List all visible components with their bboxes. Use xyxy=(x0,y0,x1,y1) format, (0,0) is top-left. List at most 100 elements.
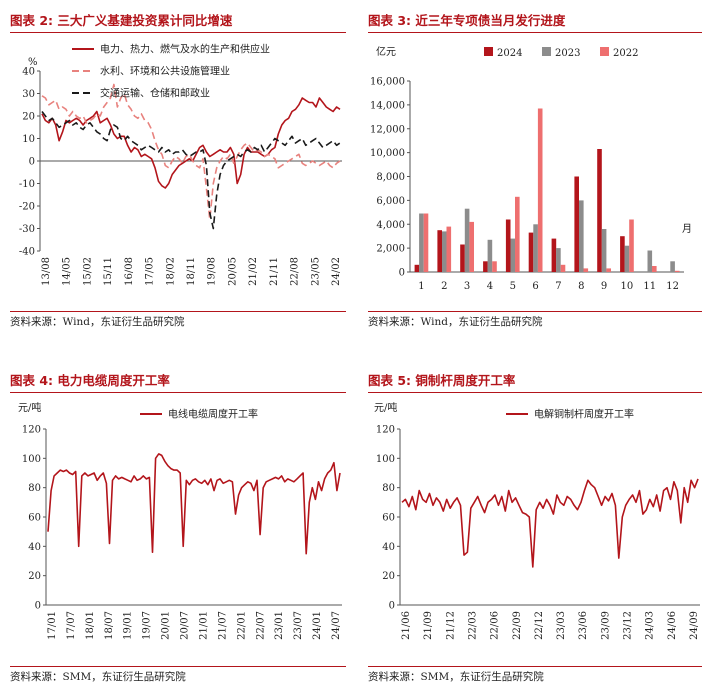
source-note: 资料来源：Wind，东证衍生品研究院 xyxy=(368,316,543,328)
panel-cable-operating-rate: 图表 4: 电力电缆周度开工率 120 100 80 60 40 20 0 17/01 17/0… xyxy=(0,358,354,688)
legend-swatch xyxy=(600,47,609,56)
x-tick-label: 14/05 xyxy=(62,257,73,286)
chart-cable-operating-rate: 120 100 80 60 40 20 0 17/01 17/07 18/01 18/07 19/01… xyxy=(18,401,342,640)
panel-title: 图表 4: 电力电缆周度开工率 xyxy=(10,373,170,388)
x-tick-label: 23/09 xyxy=(600,611,611,640)
y-tick-label: 8,000 xyxy=(376,172,405,183)
bar-2024-1 xyxy=(414,264,420,272)
chart-infra-investment: 40 30 20 10 0 -10 -20 -30 -40 13/08 14/05 15/02 15/1… xyxy=(19,43,342,286)
x-tick-label: 20/05 xyxy=(227,257,238,286)
y-tick-label: 120 xyxy=(22,425,41,436)
x-tick-label: 18/07 xyxy=(104,611,115,640)
series-line-2 xyxy=(41,83,341,221)
bar-2022-3 xyxy=(469,221,474,272)
source-rule xyxy=(368,666,702,667)
panel-copper-rod-operating-rate: 图表 5: 铜制杆周度开工率 120 100 80 60 40 20 0 21/06 21/09… xyxy=(354,358,708,688)
title-rule xyxy=(10,32,346,33)
x-tick-label: 5 xyxy=(510,281,516,292)
y-tick-label: -40 xyxy=(19,247,35,258)
x-tick-label: 18/02 xyxy=(165,257,176,286)
x-tick-label: 12 xyxy=(666,281,679,292)
bar-2024-7 xyxy=(551,238,557,272)
x-tick-label: 18/01 xyxy=(85,611,96,640)
bar-2022-11 xyxy=(652,266,657,272)
panel-infra-investment: 图表 2: 三大广义基建投资累计同比增速 40 30 20 10 0 -10 -20 -30 -… xyxy=(0,0,354,330)
title-rule xyxy=(368,32,702,33)
x-tick-label: 23/03 xyxy=(556,611,567,640)
bar-2022-5 xyxy=(515,196,520,272)
bar-2024-4 xyxy=(483,261,488,272)
bar-2024-3 xyxy=(460,244,465,272)
y-tick-label: 100 xyxy=(376,454,395,465)
bar-2024-8 xyxy=(574,176,579,272)
y-tick-label: 0 xyxy=(399,268,405,279)
bar-2024-2 xyxy=(437,230,442,272)
y-tick-label: 10 xyxy=(22,134,35,145)
x-tick-label: 21/01 xyxy=(198,611,209,640)
y-tick-label: -10 xyxy=(19,179,35,190)
y-axis-label: 元/吨 xyxy=(18,401,41,414)
legend-label: 2022 xyxy=(613,48,638,59)
bar-2022-2 xyxy=(446,226,452,272)
bar-2023-8 xyxy=(579,200,584,272)
bar-2023-5 xyxy=(510,238,516,272)
y-tick-label: 80 xyxy=(382,483,395,494)
x-tick-label: 23/07 xyxy=(293,611,304,640)
x-tick-label: 22/08 xyxy=(290,257,301,286)
x-tick-label: 3 xyxy=(464,281,470,292)
legend-swatch xyxy=(484,47,493,56)
legend-label: 电解铜制杆周度开工率 xyxy=(534,408,634,421)
x-tick-label: 8 xyxy=(578,281,584,292)
y-tick-label: 40 xyxy=(382,542,395,553)
legend-label: 2024 xyxy=(497,48,522,59)
y-tick-label: 14,000 xyxy=(370,100,405,111)
chart-special-bonds: 16,00014,00012,00010,0008,0006,0004,0002… xyxy=(370,45,692,292)
x-axis-label: 月 xyxy=(682,223,692,235)
bar-2024-9 xyxy=(597,149,602,272)
x-tick-label: 19/01 xyxy=(123,611,134,640)
x-tick-label: 19/08 xyxy=(207,257,218,286)
x-tick-label: 18/11 xyxy=(186,257,197,286)
x-tick-label: 22/06 xyxy=(490,611,501,640)
x-tick-label: 1 xyxy=(418,281,424,292)
chart-copper-rod-operating-rate: 120 100 80 60 40 20 0 21/06 21/09 21/12 22/03 22/06… xyxy=(374,401,700,640)
y-tick-label: 80 xyxy=(28,483,41,494)
x-tick-label: 2 xyxy=(441,281,447,292)
bar-2023-1 xyxy=(419,213,424,272)
bar-2022-7 xyxy=(560,264,566,272)
y-tick-label: 20 xyxy=(28,571,41,582)
source-note: 资料来源：SMM，东证衍生品研究院 xyxy=(368,671,544,683)
y-tick-label: 20 xyxy=(382,571,395,582)
legend-label: 水利、环境和公共设施管理业 xyxy=(100,65,230,78)
x-tick-label: 23/05 xyxy=(310,257,321,286)
x-tick-label: 24/09 xyxy=(689,611,700,640)
x-tick-label: 23/06 xyxy=(578,611,589,640)
x-tick-label: 21/02 xyxy=(248,257,259,286)
bar-2023-11 xyxy=(647,250,653,272)
legend-label: 交通运输、仓储和邮政业 xyxy=(100,87,210,100)
panel-title: 图表 3: 近三年专项债当月发行进度 xyxy=(368,13,566,28)
series-line-1 xyxy=(41,97,341,189)
legend-label: 2023 xyxy=(555,48,580,59)
bar-2022-8 xyxy=(583,268,589,272)
source-rule xyxy=(10,311,346,312)
source-rule xyxy=(368,311,702,312)
x-tick-label: 21/12 xyxy=(445,611,456,640)
y-axis-label: % xyxy=(28,57,38,68)
bar-2022-4 xyxy=(492,261,497,272)
y-tick-label: 30 xyxy=(22,89,35,100)
x-tick-label: 24/02 xyxy=(331,257,342,286)
x-tick-label: 13/08 xyxy=(41,257,52,286)
panel-special-bonds: 图表 3: 近三年专项债当月发行进度 16,000 14,000 12,000 10,… xyxy=(354,0,708,330)
x-tick-label: 21/09 xyxy=(423,611,434,640)
y-tick-label: 0 xyxy=(389,601,395,612)
bar-2023-2 xyxy=(442,231,447,272)
x-tick-label: 21/07 xyxy=(217,611,228,640)
x-tick-label: 24/06 xyxy=(667,611,678,640)
x-tick-label: 4 xyxy=(487,281,493,292)
source-note: 资料来源：SMM，东证衍生品研究院 xyxy=(10,671,186,683)
x-tick-label: 24/03 xyxy=(645,611,656,640)
x-tick-label: 21/11 xyxy=(269,257,280,286)
y-tick-label: 10,000 xyxy=(370,148,405,159)
source-note: 资料来源：Wind，东证衍生品研究院 xyxy=(10,316,185,328)
